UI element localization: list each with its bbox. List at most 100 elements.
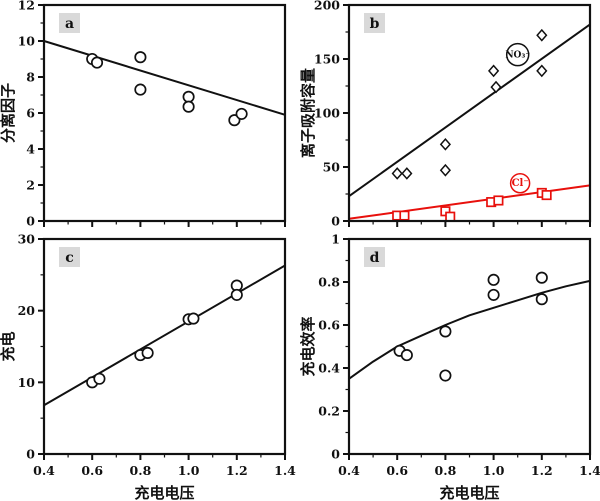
fit-lines — [348, 279, 591, 380]
data-point — [439, 325, 452, 338]
annotation-Cl⁻: Cl⁻ — [509, 172, 531, 194]
x-tick-label: 1.4 — [579, 463, 600, 478]
x-tick-label: 1.0 — [483, 463, 505, 478]
x-tick-label: 1.4 — [274, 463, 296, 478]
y-tick-label: 6 — [26, 106, 35, 121]
data-point — [401, 167, 413, 180]
fit-line — [43, 40, 286, 116]
data-point — [493, 195, 504, 206]
panel-letter-text: a — [65, 16, 74, 32]
y-tick-label: 0 — [26, 214, 35, 229]
plot-frame — [42, 3, 287, 223]
data-point — [541, 190, 552, 201]
data-point — [134, 51, 147, 64]
fit-line — [348, 184, 591, 220]
x-axis-ticks — [348, 221, 591, 227]
data-point — [445, 211, 456, 222]
x-tick-label: 1.2 — [226, 463, 248, 478]
y-tick-label: 0 — [331, 447, 340, 462]
data-point — [536, 64, 548, 78]
data-point — [182, 100, 195, 113]
data-point — [487, 273, 500, 286]
data-point — [230, 288, 243, 301]
x-tick-label: 0.8 — [435, 463, 457, 478]
panel-d-plot: 0 0.2 0.4 0.6 0.8 1 0.4 0.6 0.8 1.0 1.2 1.4 d 充电效率充电电… — [300, 232, 600, 501]
y-tick-label: 30 — [18, 232, 36, 247]
data-point — [439, 137, 452, 151]
y-axis-ticks: 0 10 20 30 — [18, 232, 44, 462]
panel-b-plot: 0 50 100 150 200 NO₃⁻ Cl⁻ b 离子吸附容量 — [300, 0, 592, 229]
data-point — [391, 167, 403, 180]
plot-frame — [347, 237, 592, 456]
data-point — [187, 312, 200, 325]
y-tick-label: 0 — [331, 214, 340, 229]
data-point — [536, 28, 548, 42]
fit-lines — [43, 264, 286, 407]
data-point — [487, 288, 500, 301]
panel-letter-text: c — [65, 250, 74, 266]
x-axis-ticks: 0.4 0.6 0.8 1.0 1.2 1.4 — [338, 454, 600, 478]
data-point — [439, 369, 452, 382]
series-chloride — [392, 187, 552, 222]
y-tick-label: 4 — [26, 142, 35, 157]
y-tick-label: 0.4 — [318, 361, 340, 376]
fit-line — [348, 279, 591, 380]
annotation-text: NO₃⁻ — [505, 51, 530, 61]
panel-letter-c: c — [59, 247, 80, 267]
y-tick-label: 0.8 — [318, 275, 340, 290]
data-point — [400, 349, 413, 362]
data-point — [134, 83, 147, 96]
y-axis-label: 充电效率 — [300, 316, 317, 376]
series-charge-efficiency — [393, 271, 548, 382]
annotation-text: Cl⁻ — [512, 178, 529, 189]
data-point — [490, 80, 502, 94]
x-tick-label: 0.6 — [81, 463, 103, 478]
y-tick-label: 2 — [26, 178, 35, 193]
fit-line — [348, 23, 591, 198]
y-tick-label: 100 — [314, 106, 340, 121]
data-point — [182, 90, 195, 103]
x-tick-label: 1.2 — [531, 463, 553, 478]
plot-frame — [42, 237, 287, 456]
x-axis-ticks: 0.4 0.6 0.8 1.0 1.2 1.4 — [33, 454, 296, 478]
y-axis-ticks: 0 0.2 0.4 0.6 0.8 1 — [318, 232, 349, 462]
y-axis-ticks: 0 50 100 150 200 — [314, 0, 349, 229]
annotation-NO₃⁻: NO₃⁻ — [505, 42, 530, 67]
panel-letter-text: d — [370, 250, 380, 266]
y-tick-label: 10 — [18, 375, 36, 390]
y-tick-label: 0.2 — [318, 404, 340, 419]
x-axis-ticks — [43, 221, 286, 227]
panel-letter-b: b — [364, 13, 385, 33]
plot-frame — [347, 3, 592, 223]
data-point — [439, 163, 452, 177]
data-point — [535, 271, 548, 284]
y-axis-label: 分离因子 — [0, 83, 17, 143]
panel-letter-d: d — [364, 247, 385, 267]
panel-letter-text: b — [370, 16, 380, 32]
x-tick-label: 0.8 — [130, 463, 152, 478]
y-tick-label: 150 — [314, 52, 340, 67]
data-point — [235, 107, 248, 120]
fit-line — [43, 264, 286, 407]
data-point — [93, 372, 106, 385]
series-separation-factor — [86, 51, 248, 127]
y-tick-label: 50 — [323, 160, 341, 175]
x-tick-label: 0.6 — [386, 463, 408, 478]
y-tick-label: 20 — [18, 303, 36, 318]
series-nitrate — [391, 28, 548, 180]
data-point — [90, 56, 104, 69]
panel-letter-a: a — [59, 13, 80, 33]
y-tick-label: 1 — [331, 232, 340, 247]
y-tick-label: 0 — [26, 447, 35, 462]
x-tick-label: 0.4 — [33, 463, 55, 478]
x-axis-label: 充电电压 — [439, 484, 499, 501]
y-axis-label: 离子吸附容量 — [300, 68, 317, 158]
y-axis-label: 充电 — [0, 331, 17, 361]
data-point — [141, 346, 154, 359]
series-charge — [86, 279, 243, 389]
x-tick-label: 1.0 — [178, 463, 200, 478]
y-tick-label: 12 — [18, 0, 35, 13]
data-point — [399, 210, 410, 221]
